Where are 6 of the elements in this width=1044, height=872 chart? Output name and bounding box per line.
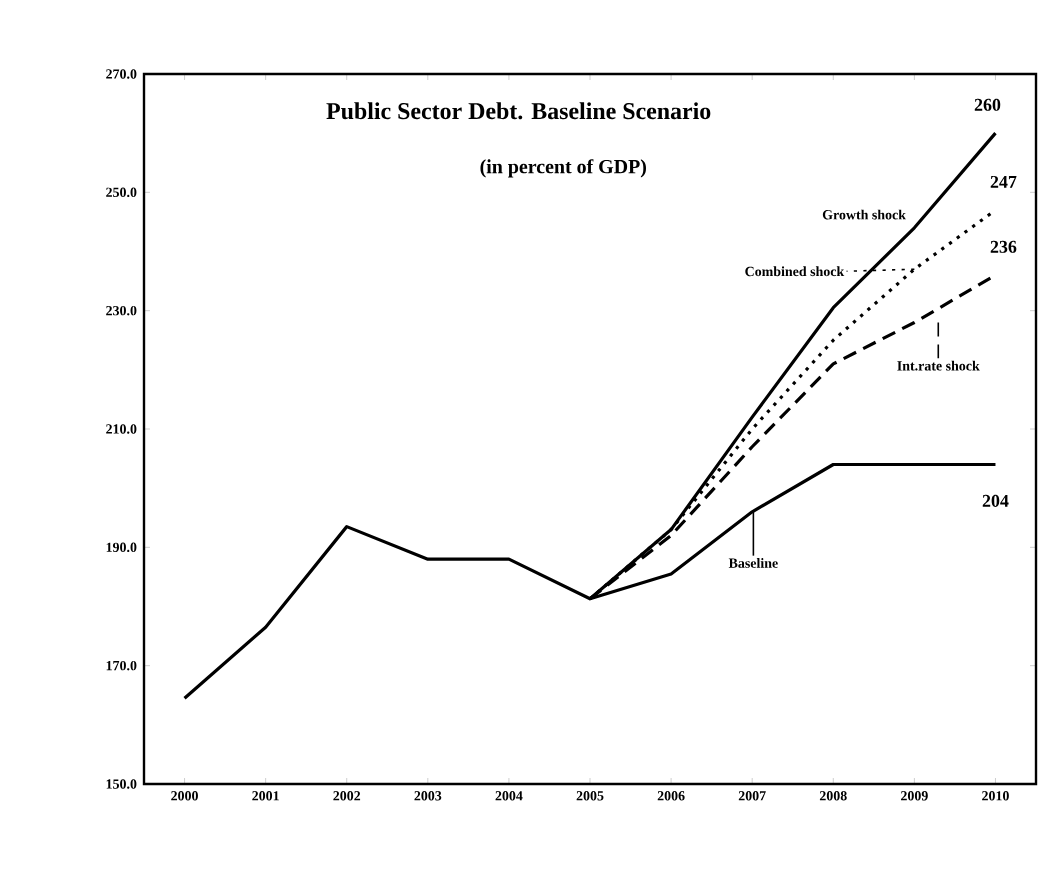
text: Public Sector Debt. Baseline Scenario — [326, 102, 711, 120]
text: (in percent of GDP) — [480, 159, 646, 178]
data-label: 204 — [982, 494, 1009, 507]
data-label: 247 — [990, 175, 1017, 188]
data-label: 236 — [990, 240, 1017, 253]
data-label: 260 — [974, 98, 1001, 111]
